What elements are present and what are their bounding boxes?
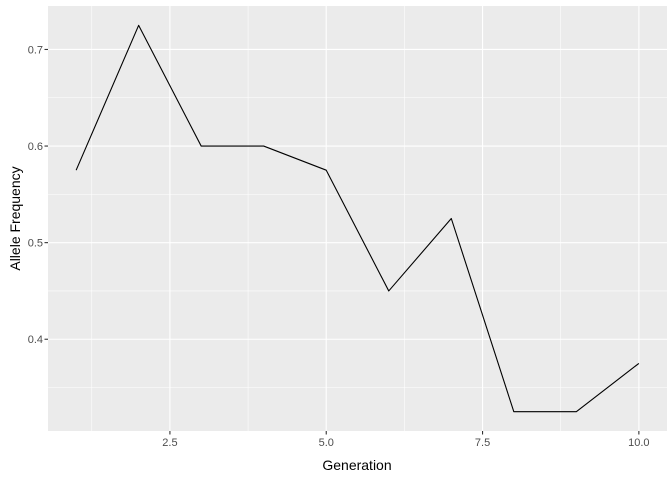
x-tick-label: 2.5	[162, 437, 177, 449]
major-gridlines	[48, 6, 667, 431]
y-tick-label: 0.4	[28, 334, 43, 346]
series-line	[75, 24, 640, 413]
x-tick-label: 5.0	[319, 437, 334, 449]
x-axis-title: Generation	[322, 457, 391, 473]
y-tick-label: 0.5	[28, 238, 43, 250]
x-tick-label: 7.5	[475, 437, 490, 449]
y-axis-title: Allele Frequency	[7, 166, 23, 270]
y-tick-label: 0.6	[28, 141, 43, 153]
y-tick-label: 0.7	[28, 44, 43, 56]
minor-gridlines	[48, 6, 667, 431]
y-axis: 0.4 0.5 0.6 0.7	[28, 44, 48, 346]
x-axis: 2.5 5.0 7.5 10.0	[162, 431, 650, 449]
x-tick-label: 10.0	[628, 437, 649, 449]
series-layer	[75, 24, 640, 413]
plot-panel	[48, 6, 667, 431]
